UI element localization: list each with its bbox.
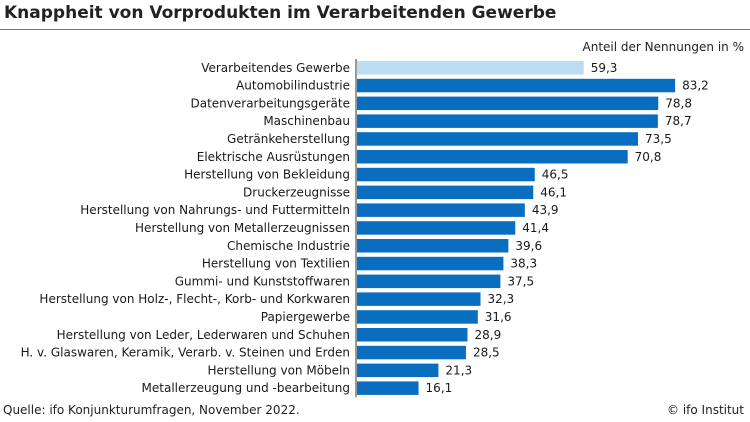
bar: [357, 78, 676, 93]
category-label: Verarbeitendes Gewerbe: [201, 61, 350, 75]
value-label: 28,5: [473, 346, 500, 360]
value-label: 31,6: [485, 310, 512, 324]
category-label: H. v. Glaswaren, Keramik, Verarb. v. Ste…: [21, 346, 350, 360]
bar: [357, 256, 504, 271]
source-note: Quelle: ifo Konjunkturumfragen, November…: [3, 403, 300, 417]
value-label: 78,7: [665, 114, 692, 128]
value-label: 41,4: [522, 221, 549, 235]
bar: [357, 150, 628, 164]
category-label: Chemische Industrie: [227, 239, 350, 253]
bar: [357, 310, 478, 324]
value-label: 78,8: [665, 96, 692, 110]
value-label: 70,8: [635, 150, 662, 164]
category-label: Herstellung von Bekleidung: [184, 168, 350, 182]
title-divider: [0, 29, 750, 30]
category-label: Herstellung von Metallerzeugnissen: [135, 221, 350, 235]
value-label: 59,3: [591, 61, 618, 75]
chart-title: Knappheit von Vorprodukten im Verarbeite…: [4, 3, 557, 23]
value-label: 32,3: [487, 292, 514, 306]
value-label: 28,9: [474, 328, 501, 342]
bar: [357, 221, 516, 235]
category-label: Druckerzeugnisse: [243, 185, 350, 199]
value-label: 16,1: [426, 381, 453, 395]
value-label: 73,5: [645, 132, 672, 146]
category-label: Herstellung von Möbeln: [208, 363, 351, 377]
unit-label: Anteil der Nennungen in %: [582, 40, 745, 54]
bar: [357, 96, 659, 111]
bar: [357, 203, 525, 217]
category-label: Herstellung von Holz-, Flecht-, Korb- un…: [39, 292, 350, 306]
bar: [357, 132, 638, 146]
copyright-credit: © ifo Institut: [667, 403, 744, 417]
value-label: 38,3: [510, 257, 537, 271]
category-label: Elektrische Ausrüstungen: [197, 150, 350, 164]
category-label: Datenverarbeitungsgeräte: [191, 96, 351, 110]
category-label: Getränkeherstellung: [227, 132, 350, 146]
value-label: 46,1: [540, 185, 567, 199]
value-label: 21,3: [445, 363, 472, 377]
value-label: 43,9: [532, 203, 559, 217]
bar: [357, 381, 419, 395]
bar: [357, 328, 468, 342]
category-label: Herstellung von Leder, Lederwaren und Sc…: [57, 328, 350, 342]
bar: [357, 61, 584, 75]
category-label: Maschinenbau: [263, 114, 350, 128]
bar: [357, 363, 439, 378]
category-label: Metallerzeugung und -bearbeitung: [142, 381, 350, 395]
value-label: 37,5: [507, 274, 534, 288]
bar: [357, 292, 481, 306]
category-label: Herstellung von Textilien: [202, 257, 350, 271]
bar: [357, 345, 466, 360]
bar: [357, 185, 534, 200]
category-label: Papiergewerbe: [261, 310, 350, 324]
category-label: Herstellung von Nahrungs- und Futtermitt…: [80, 203, 350, 217]
bar: [357, 167, 535, 182]
bar: [357, 274, 501, 289]
value-label: 46,5: [542, 168, 569, 182]
bar: [357, 114, 658, 128]
category-label: Gummi- und Kunststoffwaren: [175, 274, 350, 288]
category-label: Automobilindustrie: [236, 79, 350, 93]
value-label: 39,6: [515, 239, 542, 253]
bar: [357, 239, 509, 253]
value-label: 83,2: [682, 79, 709, 93]
